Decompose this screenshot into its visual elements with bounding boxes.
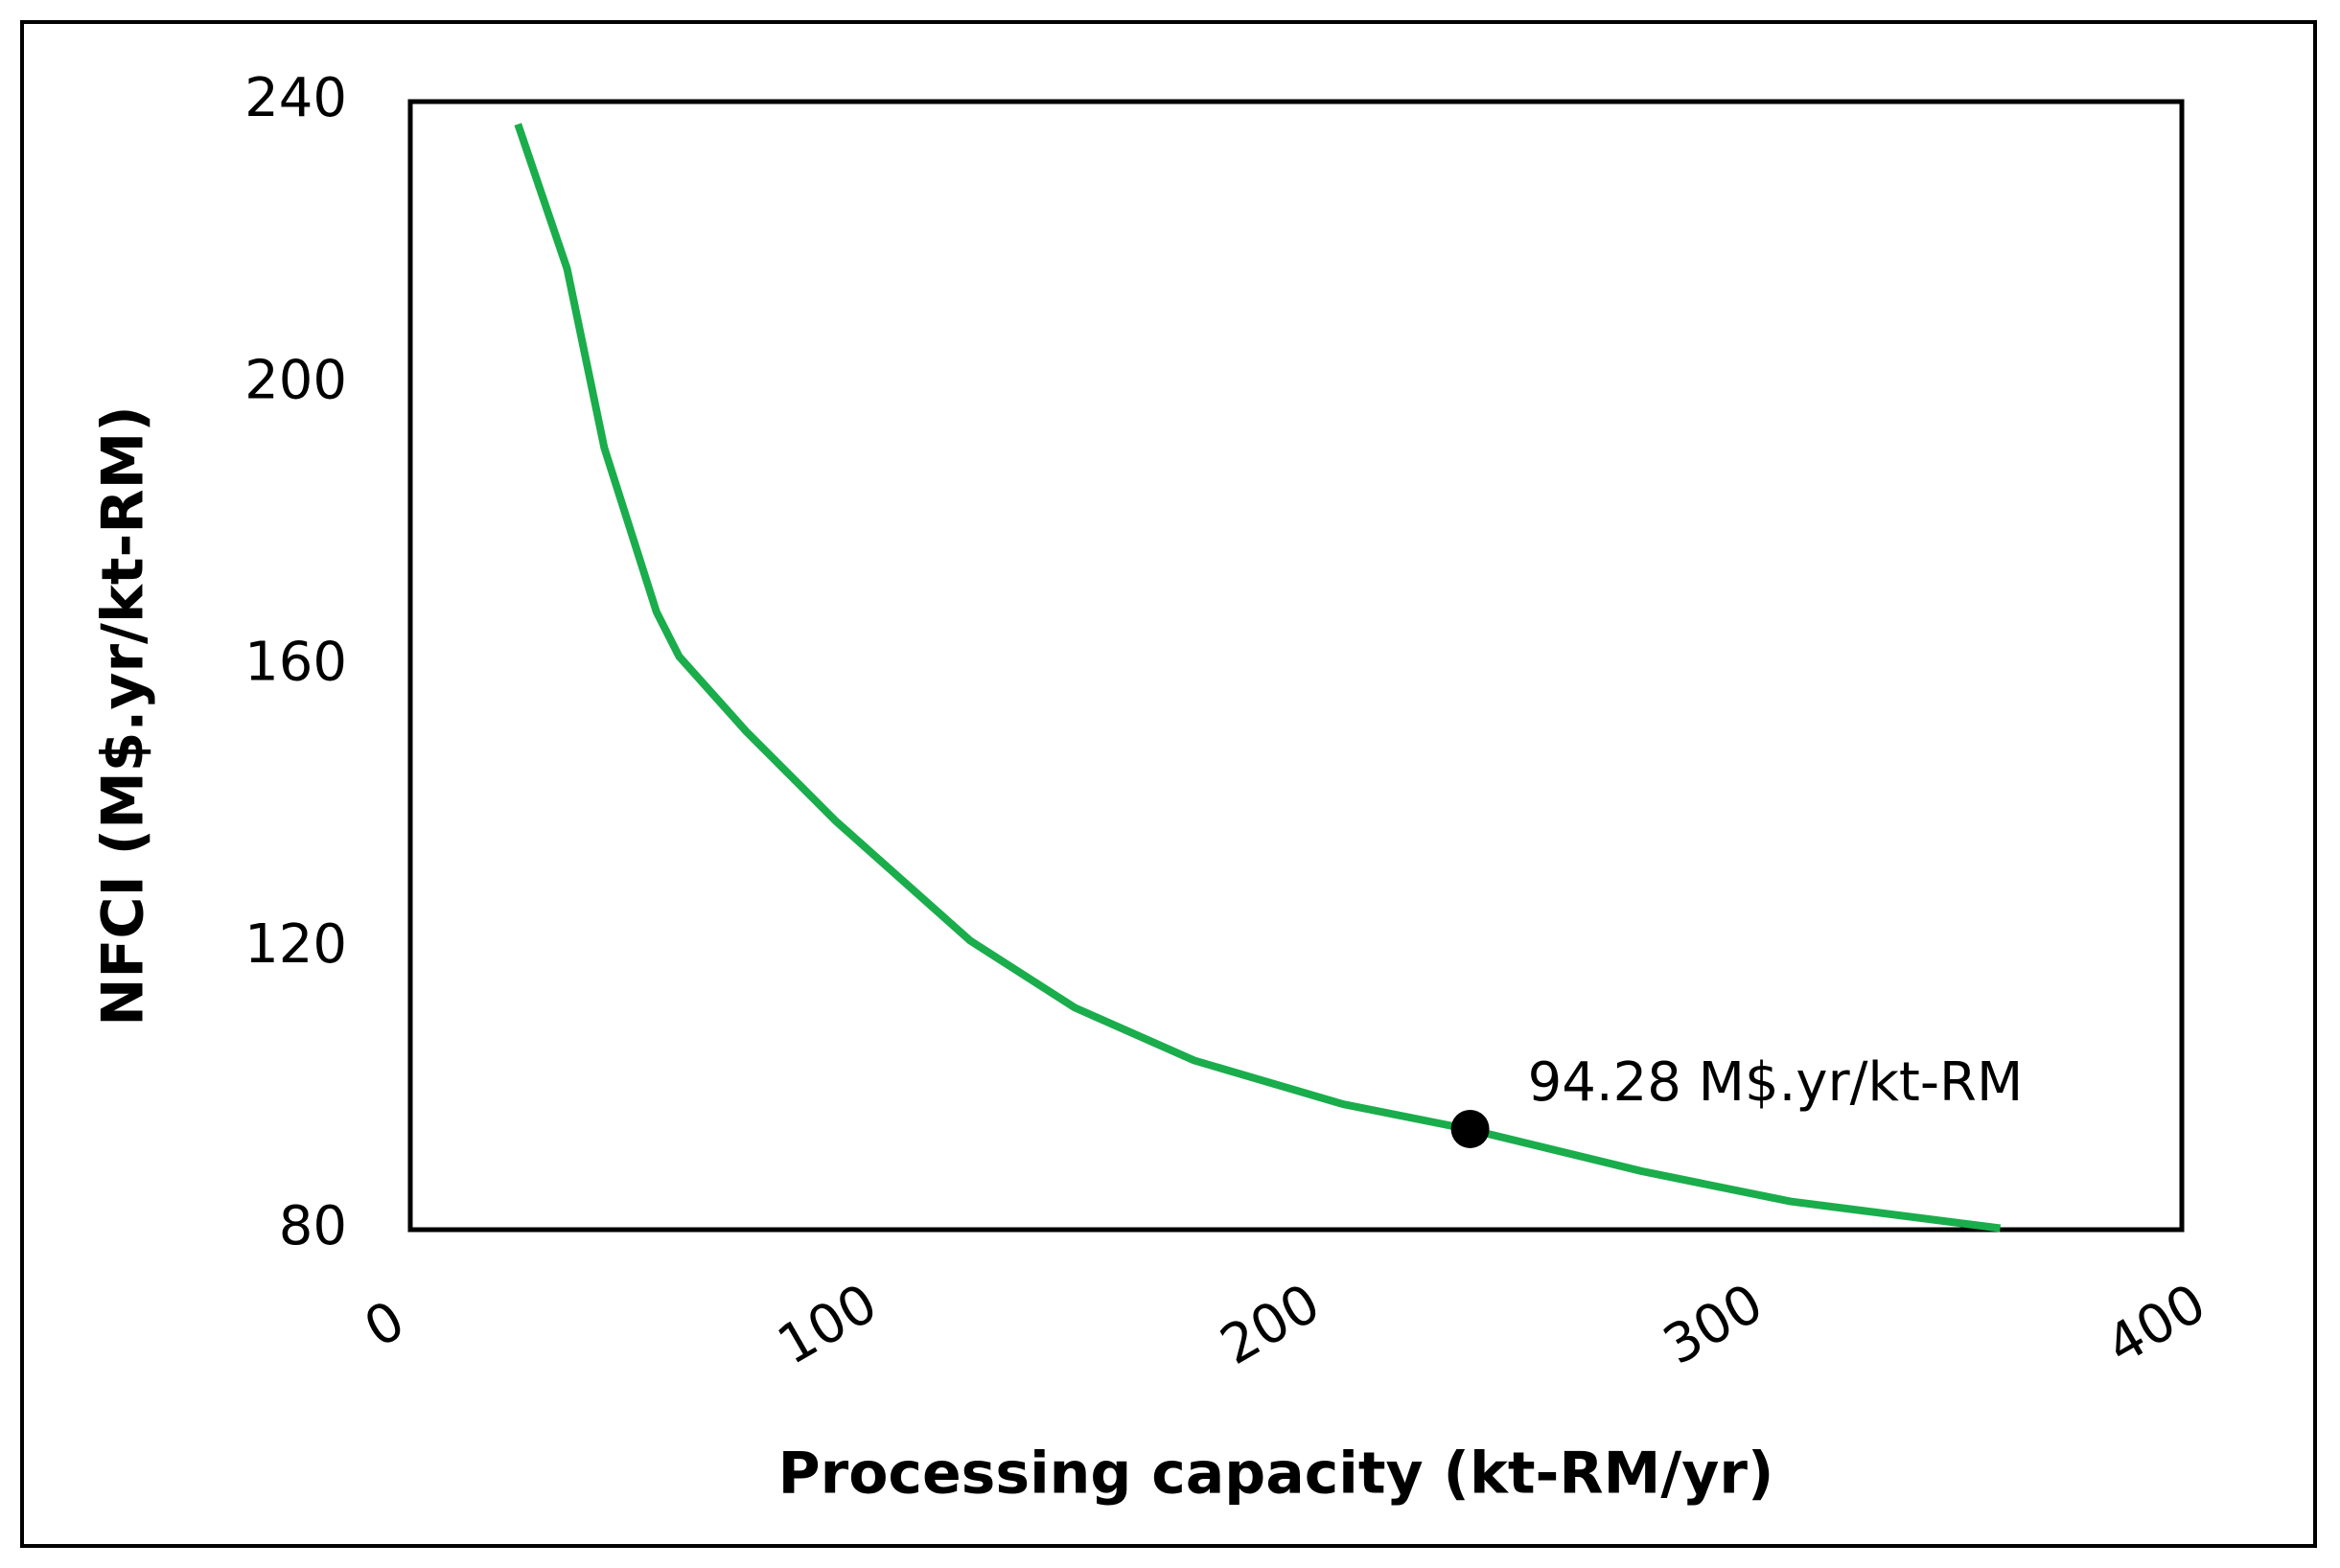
x-axis-title: Processing capacity (kt-RM/yr) (778, 1441, 1774, 1508)
y-axis-title: NFCI (M$.yr/kt-RM) (90, 405, 157, 1026)
marker (1450, 1109, 1490, 1148)
line (514, 123, 2002, 1233)
y-tick-label: 200 (244, 349, 347, 411)
annotation: 94.28 M$.yr/kt-RM (1528, 1051, 2024, 1114)
y-tick-label: 120 (244, 913, 347, 976)
y-tick-label: 240 (244, 67, 347, 129)
y-tick-label: 80 (279, 1195, 347, 1257)
plot-border (407, 99, 2185, 1233)
y-tick-label: 160 (244, 632, 347, 694)
outer-border (20, 20, 2317, 1548)
